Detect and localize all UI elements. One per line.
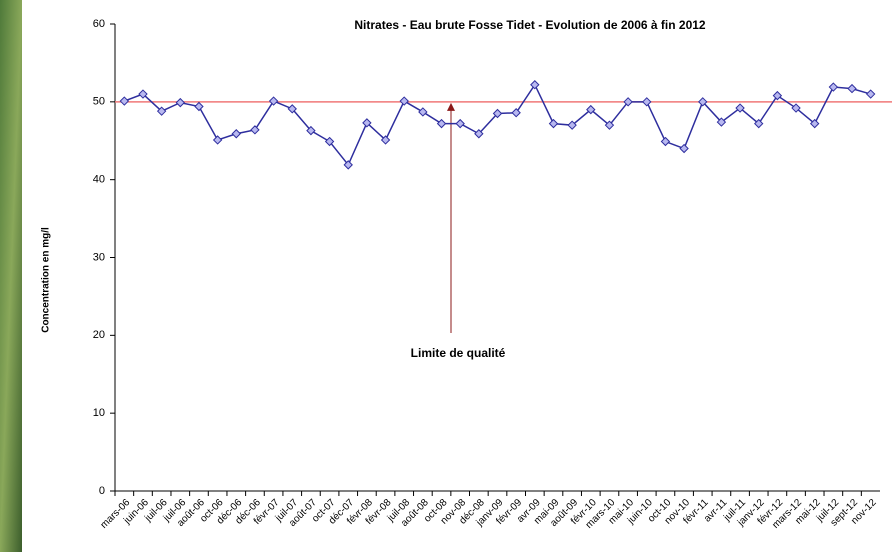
chart-background — [22, 0, 893, 552]
annotation: Limite de qualité — [411, 346, 506, 360]
y-tick-label: 0 — [99, 485, 105, 497]
chart: Nitrates - Eau brute Fosse Tidet - Evolu… — [0, 0, 893, 552]
page: Nitrates - Eau brute Fosse Tidet - Evolu… — [0, 0, 893, 557]
y-tick-label: 20 — [93, 329, 105, 341]
y-axis-label: Concentration en mg/l — [41, 227, 52, 333]
y-tick-label: 10 — [93, 407, 105, 419]
chart-title: Nitrates - Eau brute Fosse Tidet - Evolu… — [354, 18, 706, 32]
y-tick-label: 40 — [93, 174, 105, 186]
y-tick-label: 60 — [93, 18, 105, 30]
y-tick-label: 50 — [93, 96, 105, 108]
y-tick-label: 30 — [93, 251, 105, 263]
background-photo — [0, 0, 22, 552]
